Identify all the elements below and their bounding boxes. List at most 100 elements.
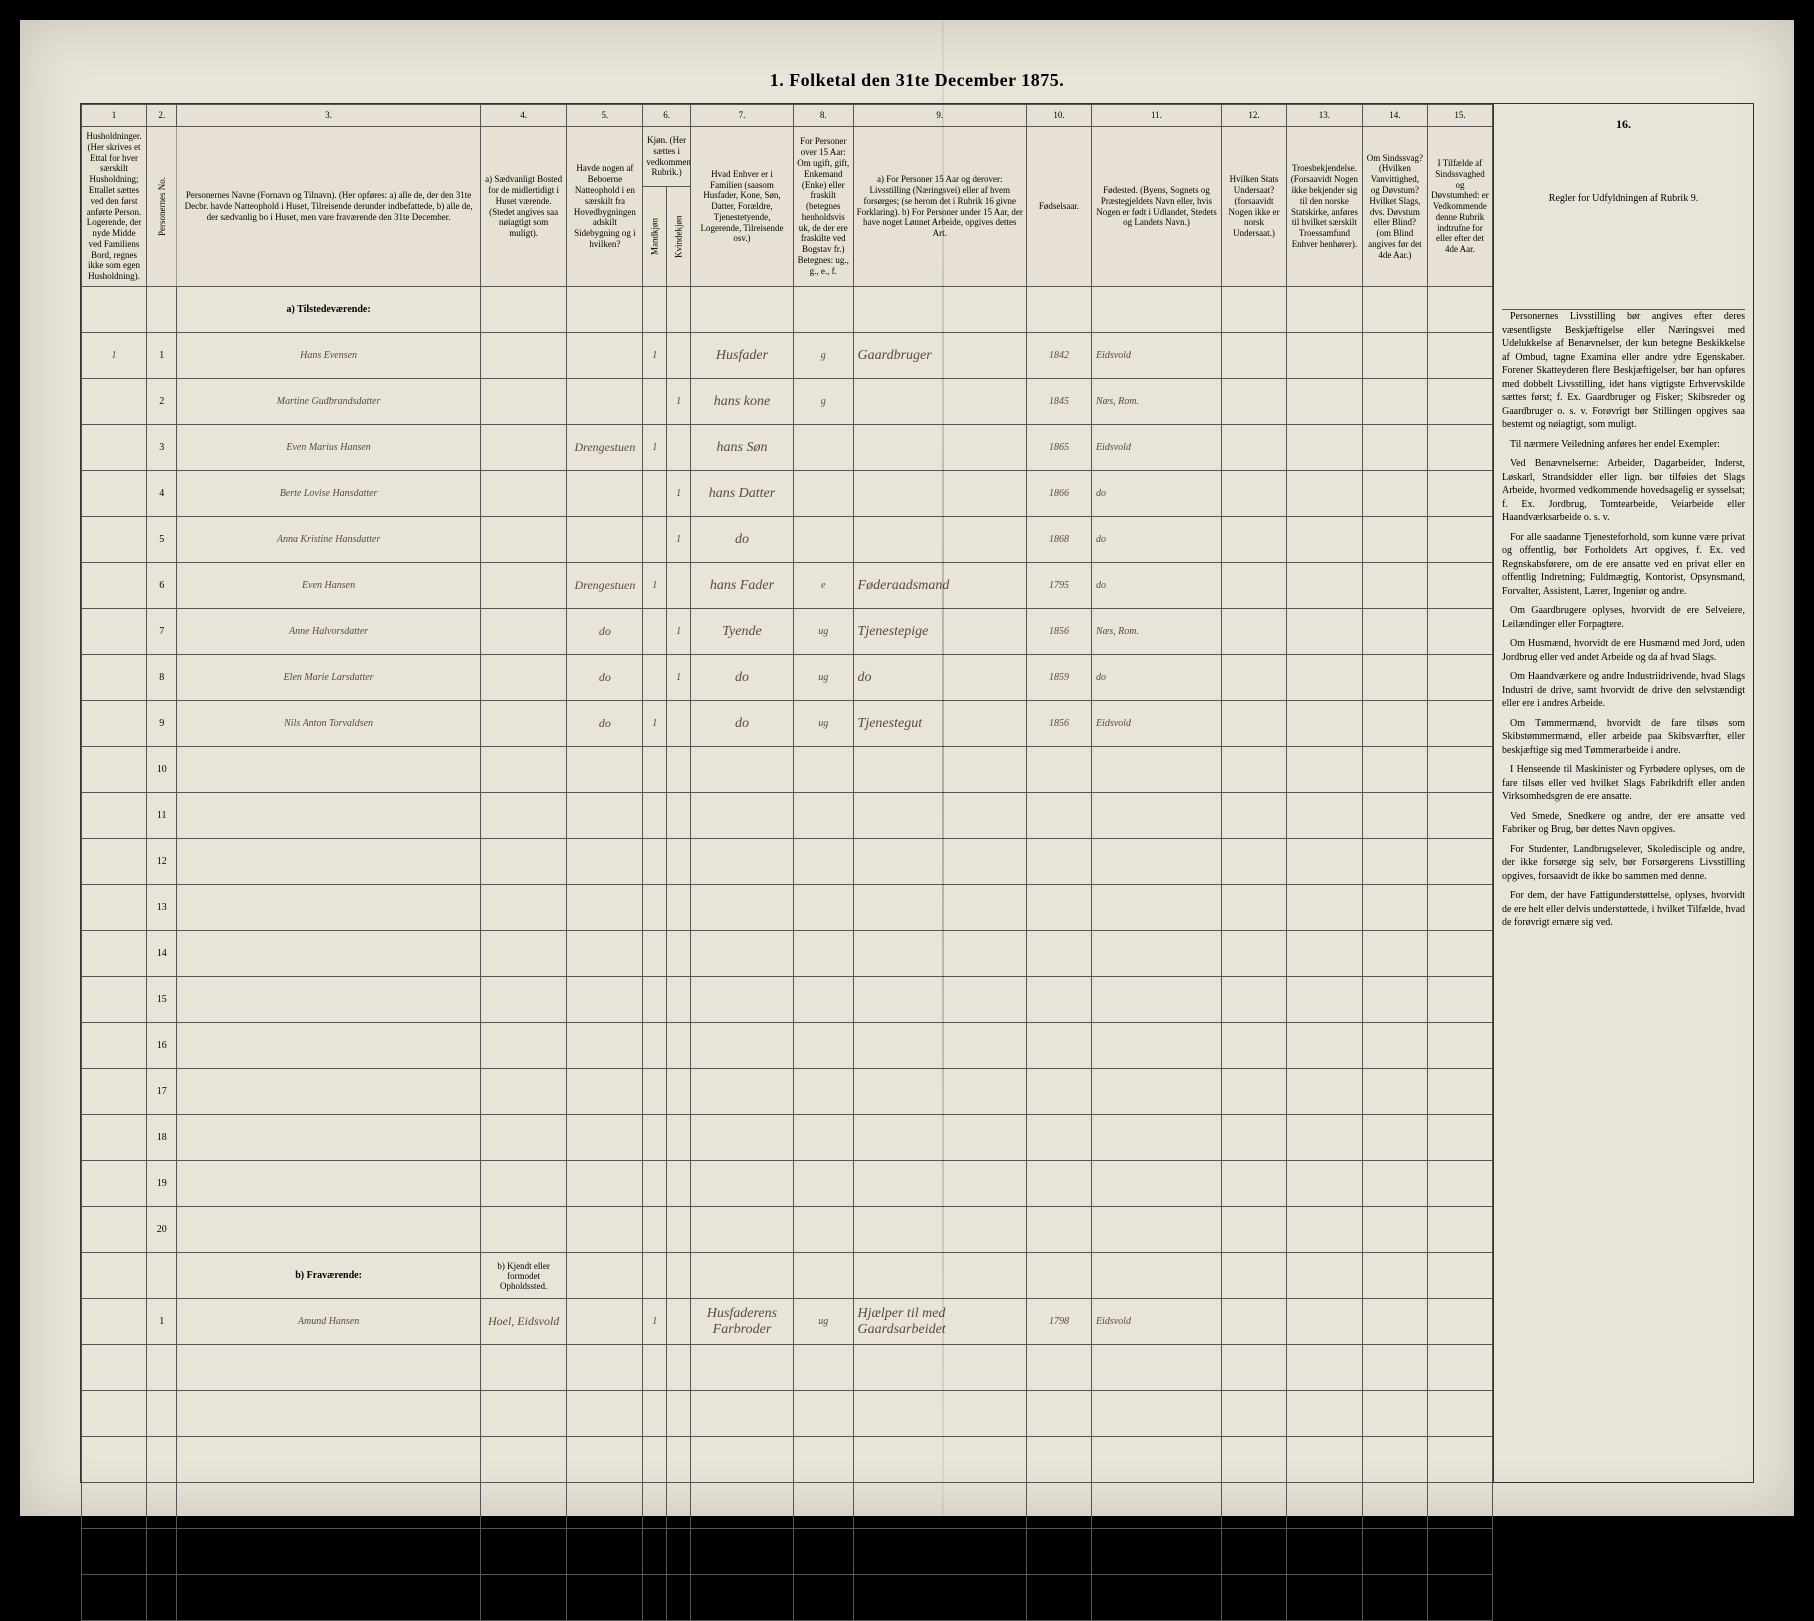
cell-male xyxy=(643,517,667,563)
cell-place: Eidsvold xyxy=(1091,333,1221,379)
cell-c5 xyxy=(567,471,643,517)
cell-c13 xyxy=(1287,1161,1363,1207)
instruction-paragraph: Ved Benævnelserne: Arbeider, Dagarbeider… xyxy=(1502,457,1745,525)
cell-male xyxy=(643,1575,667,1621)
cell-relation xyxy=(691,793,794,839)
cell-c4 xyxy=(480,1575,567,1621)
header-c11: Fødested. (Byens, Sognets og Præstegjeld… xyxy=(1091,127,1221,287)
instruction-paragraph: Om Haandværkere og andre Industriidriven… xyxy=(1502,670,1745,711)
cell-no xyxy=(147,1529,177,1575)
table-row-empty: 20 xyxy=(82,1207,1493,1253)
cell-relation xyxy=(691,1345,794,1391)
cell-hh xyxy=(82,793,147,839)
cell-male: 1 xyxy=(643,1299,667,1345)
cell-c15 xyxy=(1427,333,1492,379)
cell-male xyxy=(643,1529,667,1575)
cell-year xyxy=(1026,1575,1091,1621)
cell-female xyxy=(667,1437,691,1483)
cell-female xyxy=(667,1391,691,1437)
cell-relation xyxy=(691,839,794,885)
cell-c13 xyxy=(1287,1437,1363,1483)
cell-year: 1842 xyxy=(1026,333,1091,379)
cell-c5: do xyxy=(567,701,643,747)
cell-c12 xyxy=(1221,1391,1286,1437)
table-row: 7 Anne Halvorsdatter do 1 Tyende ug Tjen… xyxy=(82,609,1493,655)
cell-c15 xyxy=(1427,1529,1492,1575)
cell-female xyxy=(667,1207,691,1253)
cell-hh xyxy=(82,1023,147,1069)
cell-relation xyxy=(691,1115,794,1161)
cell-c5: do xyxy=(567,609,643,655)
cell-c14 xyxy=(1362,655,1427,701)
cell-year xyxy=(1026,747,1091,793)
cell-place: do xyxy=(1091,563,1221,609)
cell-c4 xyxy=(480,379,567,425)
cell-civil: e xyxy=(793,563,853,609)
cell-name xyxy=(177,1207,480,1253)
cell-place: Eidsvold xyxy=(1091,701,1221,747)
cell-female: 1 xyxy=(667,517,691,563)
cell-female xyxy=(667,977,691,1023)
colnum-7: 7. xyxy=(691,105,794,127)
cell-male xyxy=(643,1483,667,1529)
cell-year xyxy=(1026,793,1091,839)
cell-no xyxy=(147,1575,177,1621)
cell-female: 1 xyxy=(667,379,691,425)
cell-civil xyxy=(793,1529,853,1575)
cell-c15 xyxy=(1427,1299,1492,1345)
cell-place xyxy=(1091,1161,1221,1207)
cell-female xyxy=(667,1161,691,1207)
cell-c12 xyxy=(1221,885,1286,931)
cell-c12 xyxy=(1221,471,1286,517)
header-c14: Om Sindssvag? (Hvilken Vanvittighed, og … xyxy=(1362,127,1427,287)
table-row: 8 Elen Marie Larsdatter do 1 do ug do 18… xyxy=(82,655,1493,701)
cell-c13 xyxy=(1287,425,1363,471)
cell-c4 xyxy=(480,1437,567,1483)
cell-c4 xyxy=(480,609,567,655)
section-b-label: b) Fraværende: xyxy=(177,1253,480,1299)
cell-c4 xyxy=(480,1161,567,1207)
instruction-paragraph: I Henseende til Maskinister og Fyrbødere… xyxy=(1502,763,1745,804)
cell-c14 xyxy=(1362,471,1427,517)
cell-male xyxy=(643,609,667,655)
cell-occupation: Tjenestegut xyxy=(853,701,1026,747)
cell-hh xyxy=(82,517,147,563)
cell-name: Martine Gudbrandsdatter xyxy=(177,379,480,425)
cell-place xyxy=(1091,931,1221,977)
cell-no: 3 xyxy=(147,425,177,471)
cell-female: 1 xyxy=(667,471,691,517)
cell-male xyxy=(643,839,667,885)
cell-c13 xyxy=(1287,701,1363,747)
cell-hh xyxy=(82,1115,147,1161)
cell-occupation: Føderaadsmand xyxy=(853,563,1026,609)
cell-c14 xyxy=(1362,1069,1427,1115)
cell-c13 xyxy=(1287,793,1363,839)
header-c2: Personernes No. xyxy=(147,127,177,287)
cell-male xyxy=(643,931,667,977)
cell-no: 16 xyxy=(147,1023,177,1069)
cell-place: do xyxy=(1091,655,1221,701)
cell-occupation: do xyxy=(853,655,1026,701)
cell-name: Anne Halvorsdatter xyxy=(177,609,480,655)
cell-civil: ug xyxy=(793,609,853,655)
colnum-10: 10. xyxy=(1026,105,1091,127)
header-c9: a) For Personer 15 Aar og derover: Livss… xyxy=(853,127,1026,287)
cell-c15 xyxy=(1427,471,1492,517)
cell-no: 18 xyxy=(147,1115,177,1161)
cell-name xyxy=(177,931,480,977)
census-page: 1. Folketal den 31te December 1875. 1 2.… xyxy=(20,20,1794,1516)
col16-header: 16. Regler for Udfyldningen af Rubrik 9. xyxy=(1502,110,1745,310)
cell-occupation xyxy=(853,1115,1026,1161)
cell-c5 xyxy=(567,333,643,379)
cell-no: 15 xyxy=(147,977,177,1023)
cell-female xyxy=(667,563,691,609)
cell-civil xyxy=(793,425,853,471)
cell-year xyxy=(1026,885,1091,931)
cell-year xyxy=(1026,1483,1091,1529)
cell-name xyxy=(177,1575,480,1621)
cell-relation xyxy=(691,1437,794,1483)
cell-place xyxy=(1091,793,1221,839)
cell-c12 xyxy=(1221,839,1286,885)
colnum-3: 3. xyxy=(177,105,480,127)
header-c6b: Kvindekjøn xyxy=(667,187,691,287)
